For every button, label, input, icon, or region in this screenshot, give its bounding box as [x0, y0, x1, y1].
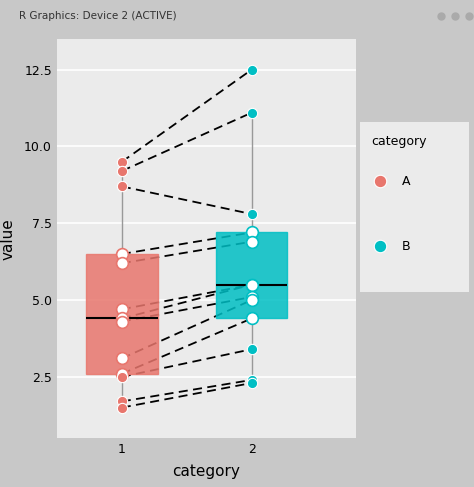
Point	[118, 158, 126, 166]
Point	[118, 167, 126, 175]
Point	[118, 183, 126, 190]
Point	[248, 66, 255, 74]
PathPatch shape	[216, 232, 287, 318]
Point	[118, 397, 126, 405]
Text: A: A	[401, 175, 410, 188]
Point	[248, 210, 255, 218]
Point	[118, 404, 126, 412]
Text: R Graphics: Device 2 (ACTIVE): R Graphics: Device 2 (ACTIVE)	[19, 11, 177, 21]
Point	[118, 318, 126, 325]
Point	[118, 259, 126, 267]
Point	[248, 281, 255, 289]
Point	[248, 228, 255, 236]
Point	[118, 305, 126, 313]
Point	[118, 373, 126, 381]
Point	[118, 315, 126, 322]
Point	[248, 238, 255, 245]
Point	[248, 345, 255, 353]
Point	[118, 355, 126, 362]
Text: B: B	[401, 240, 410, 253]
Point	[248, 315, 255, 322]
X-axis label: category: category	[172, 465, 240, 480]
Point	[118, 370, 126, 378]
PathPatch shape	[86, 254, 157, 374]
Point	[248, 379, 255, 387]
Point	[248, 376, 255, 384]
Text: category: category	[371, 135, 427, 149]
Point	[248, 281, 255, 289]
Point	[248, 296, 255, 304]
Point	[118, 250, 126, 258]
Point	[248, 109, 255, 116]
Point	[248, 293, 255, 301]
Y-axis label: value: value	[1, 218, 16, 260]
